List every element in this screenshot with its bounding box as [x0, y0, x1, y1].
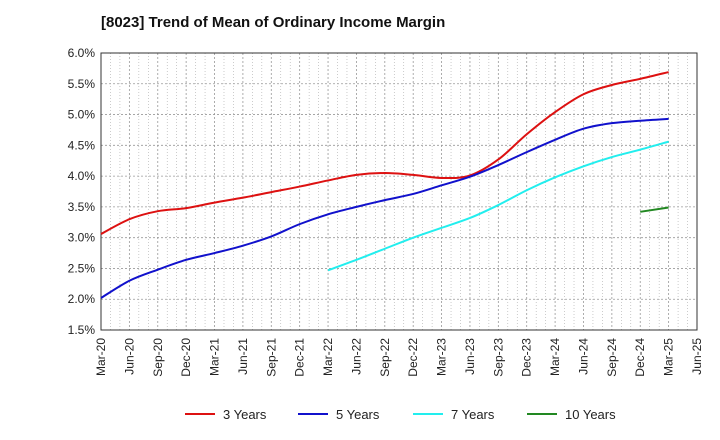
- series-line-7-years: [327, 140, 669, 272]
- y-tick-label: 4.0%: [68, 169, 96, 183]
- series-line-5-years: [100, 117, 669, 299]
- plot-border: [100, 52, 698, 331]
- series-line-3-years: [100, 71, 669, 235]
- grid: [100, 52, 698, 331]
- axes: 1.5% 2.0% 2.5% 3.0% 3.5% 4.0% 4.5% 5.0% 5.5% 6.0%…: [68, 46, 704, 377]
- series-line-10-years: [640, 206, 669, 213]
- x-tick-label: Jun-23: [463, 338, 477, 375]
- legend-label-10-years: 10 Years: [565, 407, 616, 422]
- x-tick-label: Sep-20: [151, 338, 165, 377]
- y-tick-label: 6.0%: [68, 46, 96, 60]
- y-tick-label: 5.0%: [68, 108, 96, 122]
- y-tick-label: 2.0%: [68, 292, 96, 306]
- x-tick-label: Jun-24: [576, 338, 590, 375]
- x-tick-label: Mar-20: [94, 338, 108, 376]
- x-tick-label: Dec-23: [520, 338, 534, 377]
- x-tick-label: Sep-24: [605, 338, 619, 377]
- plot-area: [101, 53, 697, 330]
- x-tick-label: Dec-20: [179, 338, 193, 377]
- x-tick-label: Mar-23: [435, 338, 449, 376]
- y-tick-label: 1.5%: [68, 323, 96, 337]
- x-tick-label: Jun-20: [122, 338, 136, 375]
- y-tick-label: 4.5%: [68, 138, 96, 152]
- chart-title: [8023] Trend of Mean of Ordinary Income …: [101, 14, 446, 31]
- x-tick-label: Jun-22: [349, 338, 363, 375]
- series-lines: [100, 71, 669, 299]
- x-tick-label: Mar-25: [662, 338, 676, 376]
- x-tick-label: Mar-21: [208, 338, 222, 376]
- legend: 3 Years 5 Years 7 Years 10 Years: [185, 407, 616, 422]
- y-tick-label: 2.5%: [68, 261, 96, 275]
- x-tick-label: Mar-24: [548, 338, 562, 376]
- x-tick-label: Jun-21: [236, 338, 250, 375]
- x-tick-label: Mar-22: [321, 338, 335, 376]
- x-tick-label: Jun-25: [690, 338, 704, 375]
- y-tick-label: 3.5%: [68, 200, 96, 214]
- y-tick-label: 3.0%: [68, 231, 96, 245]
- legend-label-3-years: 3 Years: [223, 407, 267, 422]
- x-tick-label: Dec-24: [633, 338, 647, 377]
- legend-label-5-years: 5 Years: [336, 407, 380, 422]
- x-tick-label: Sep-21: [264, 338, 278, 377]
- x-tick-label: Sep-23: [491, 338, 505, 377]
- y-tick-label: 5.5%: [68, 77, 96, 91]
- x-tick-label: Sep-22: [378, 338, 392, 377]
- legend-label-7-years: 7 Years: [451, 407, 495, 422]
- x-tick-label: Dec-22: [406, 338, 420, 377]
- x-tick-label: Dec-21: [293, 338, 307, 377]
